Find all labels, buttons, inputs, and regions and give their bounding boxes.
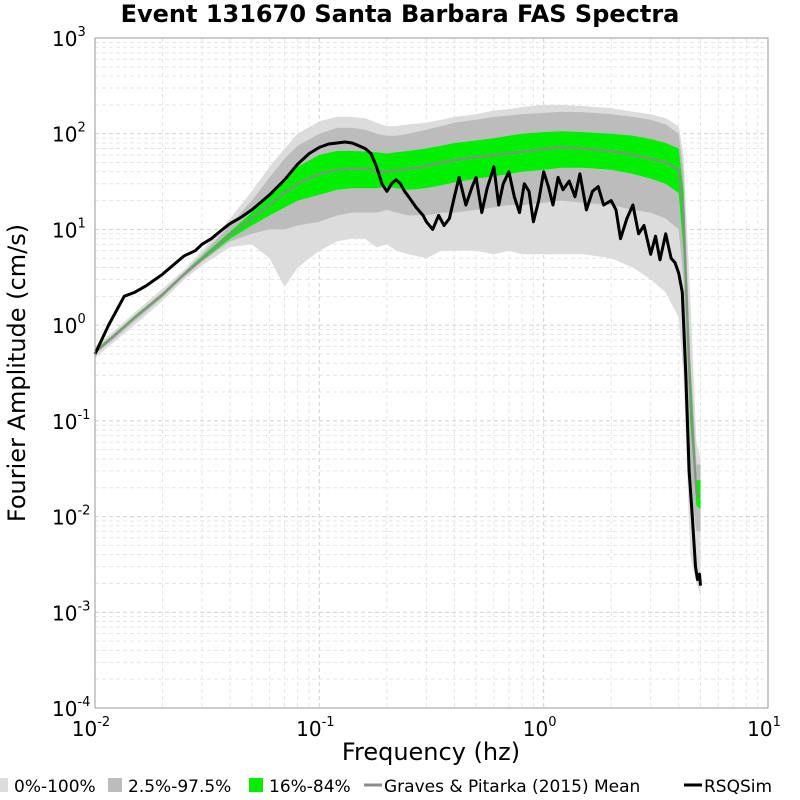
legend: 0%-100% 2.5%-97.5% 16%-84% Graves & Pitarka… <box>0 777 772 797</box>
y-tick-label: 10-1 <box>52 408 90 434</box>
x-tick-label: 10-1 <box>296 715 334 741</box>
y-tick-labels: 10-4 10-3 10-2 10-1 100 101 102 103 <box>52 25 90 721</box>
legend-item: 16%-84% <box>249 777 351 797</box>
legend-label: 16%-84% <box>269 777 351 797</box>
y-tick-label: 103 <box>52 25 86 51</box>
legend-item: 0%-100% <box>0 777 96 797</box>
band-2-5-97-5- <box>95 111 701 532</box>
legend-item: RSQSim <box>684 777 772 797</box>
legend-label: 0%-100% <box>14 777 96 797</box>
y-axis-label: Fourier Amplitude (cm/s) <box>3 224 31 522</box>
legend-item: 2.5%-97.5% <box>108 777 231 797</box>
x-tick-label: 100 <box>523 715 557 741</box>
legend-item: Graves & Pitarka (2015) Mean <box>364 777 640 797</box>
legend-swatch <box>0 778 8 792</box>
data-series <box>93 140 702 586</box>
band-16-84- <box>95 131 701 510</box>
x-tick-label: 101 <box>747 715 781 741</box>
legend-swatch <box>108 778 122 792</box>
y-tick-label: 100 <box>52 312 86 338</box>
y-tick-label: 10-4 <box>52 695 90 721</box>
legend-swatch <box>249 778 263 792</box>
legend-label: Graves & Pitarka (2015) Mean <box>384 777 640 797</box>
graves-pitarka-mean-line <box>94 146 702 498</box>
x-tick-labels: 10-2 10-1 100 101 <box>72 715 781 741</box>
y-tick-label: 101 <box>52 216 86 242</box>
x-tick-label: 10-2 <box>72 715 110 741</box>
chart-title: Event 131670 Santa Barbara FAS Spectra <box>121 0 680 28</box>
x-axis-label: Frequency (hz) <box>342 738 520 766</box>
y-tick-label: 102 <box>52 121 86 147</box>
plot-frame <box>94 37 769 709</box>
legend-label: RSQSim <box>704 777 772 797</box>
rsqsim-line <box>93 140 702 586</box>
legend-label: 2.5%-97.5% <box>128 777 231 797</box>
y-tick-label: 10-2 <box>52 504 90 530</box>
y-tick-label: 10-3 <box>52 599 90 625</box>
percentile-bands <box>95 104 701 596</box>
